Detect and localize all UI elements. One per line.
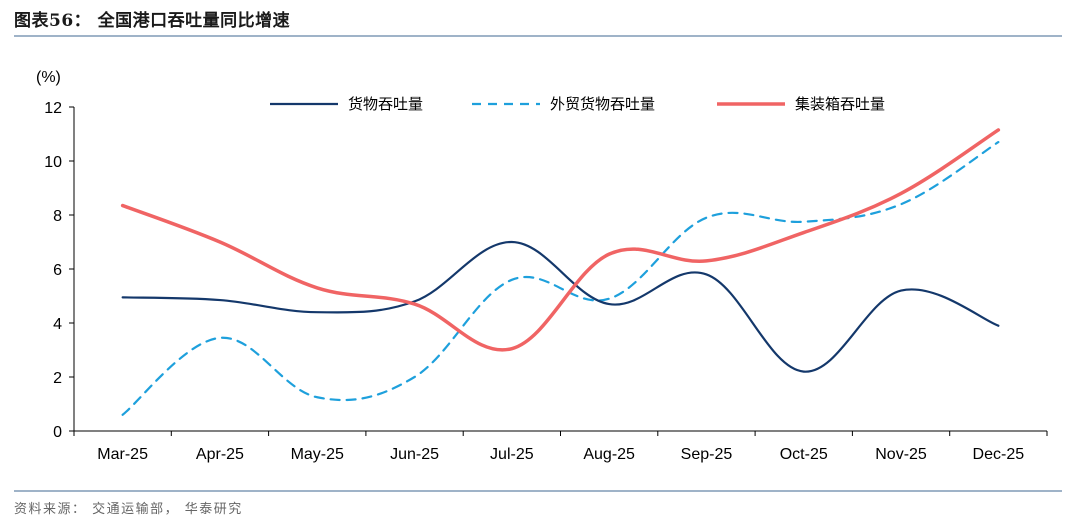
legend: 货物吞吐量 外贸货物吞吐量 集装箱吞吐量 bbox=[270, 95, 885, 113]
x-tick-label: Jul-25 bbox=[490, 446, 534, 463]
x-tick-label: Jun-25 bbox=[390, 446, 439, 463]
bottom-divider bbox=[14, 490, 1062, 492]
y-tick-label: 4 bbox=[53, 316, 62, 333]
series-line-2 bbox=[121, 141, 1000, 416]
y-tick-label: 6 bbox=[53, 262, 62, 279]
top-divider bbox=[14, 35, 1062, 37]
y-tick-label: 2 bbox=[53, 370, 62, 387]
chart-title: 图表56： 全国港口吞吐量同比增速 bbox=[14, 11, 291, 31]
x-tick-label: Nov-25 bbox=[875, 446, 927, 463]
x-tick-label: Oct-25 bbox=[780, 446, 828, 463]
y-axis-label: (%) bbox=[36, 69, 61, 86]
y-tick-label: 10 bbox=[44, 154, 62, 171]
source-note: 资料来源： 交通运输部， 华泰研究 bbox=[14, 502, 243, 517]
series-line-1 bbox=[121, 240, 1000, 373]
legend-label-1: 货物吞吐量 bbox=[348, 95, 423, 113]
legend-label-2: 外贸货物吞吐量 bbox=[550, 95, 655, 113]
x-tick-label: Dec-25 bbox=[973, 446, 1025, 463]
legend-label-3: 集装箱吞吐量 bbox=[795, 95, 885, 113]
series-line-3 bbox=[120, 128, 1001, 352]
y-tick-label: 8 bbox=[53, 208, 62, 225]
x-tick-label: May-25 bbox=[291, 446, 344, 463]
x-tick-label: Aug-25 bbox=[583, 446, 635, 463]
x-tick-label: Apr-25 bbox=[196, 446, 244, 463]
y-tick-label: 0 bbox=[53, 424, 62, 441]
y-tick-label: 12 bbox=[44, 100, 62, 117]
series-lines bbox=[120, 128, 1001, 416]
x-tick-label: Sep-25 bbox=[681, 446, 733, 463]
axes: 0 2 4 6 8 10 12 Mar-25 Apr-25 May-25 Jun-25 Jul-25 A… bbox=[44, 100, 1048, 463]
x-tick-label: Mar-25 bbox=[97, 446, 148, 463]
